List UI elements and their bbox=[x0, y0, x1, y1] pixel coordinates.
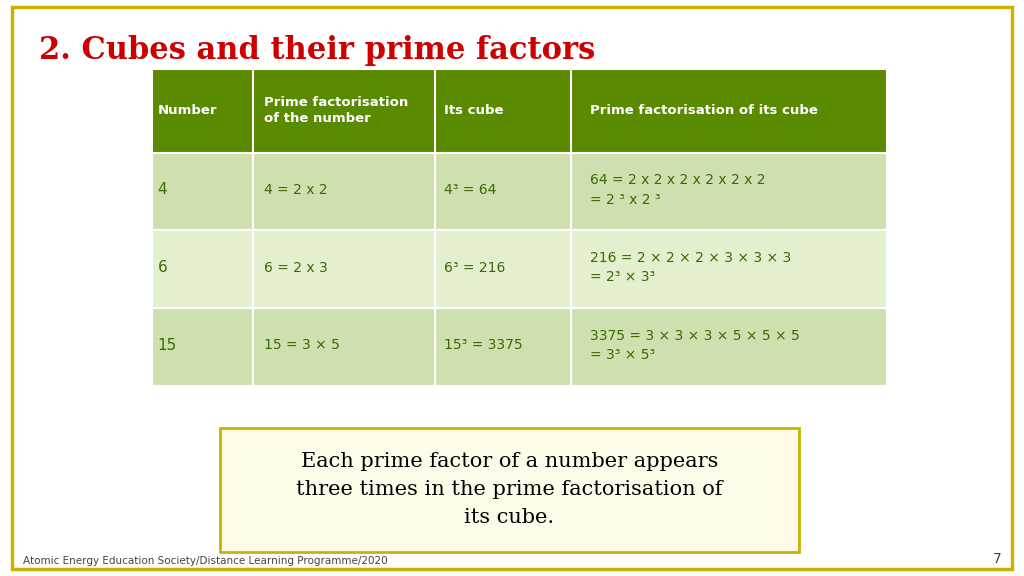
Text: Its cube: Its cube bbox=[443, 104, 503, 118]
FancyBboxPatch shape bbox=[253, 69, 435, 153]
Text: 216 = 2 × 2 × 2 × 3 × 3 × 3
= 2³ × 3³: 216 = 2 × 2 × 2 × 3 × 3 × 3 = 2³ × 3³ bbox=[590, 251, 792, 285]
FancyBboxPatch shape bbox=[152, 308, 253, 386]
Text: Prime factorisation
of the number: Prime factorisation of the number bbox=[264, 96, 409, 126]
FancyBboxPatch shape bbox=[571, 230, 887, 308]
Text: Number: Number bbox=[158, 104, 217, 118]
Text: 4 = 2 x 2: 4 = 2 x 2 bbox=[264, 183, 328, 197]
Text: 15: 15 bbox=[158, 338, 177, 353]
FancyBboxPatch shape bbox=[253, 230, 435, 308]
FancyBboxPatch shape bbox=[253, 308, 435, 386]
FancyBboxPatch shape bbox=[220, 428, 799, 552]
Text: 15³ = 3375: 15³ = 3375 bbox=[443, 339, 522, 353]
FancyBboxPatch shape bbox=[571, 69, 887, 153]
FancyBboxPatch shape bbox=[571, 153, 887, 230]
FancyBboxPatch shape bbox=[571, 308, 887, 386]
FancyBboxPatch shape bbox=[152, 153, 253, 230]
FancyBboxPatch shape bbox=[152, 230, 253, 308]
Text: 6 = 2 x 3: 6 = 2 x 3 bbox=[264, 261, 328, 275]
Text: 4³ = 64: 4³ = 64 bbox=[443, 183, 496, 197]
Text: 4: 4 bbox=[158, 183, 167, 198]
FancyBboxPatch shape bbox=[435, 230, 571, 308]
Text: Atomic Energy Education Society/Distance Learning Programme/2020: Atomic Energy Education Society/Distance… bbox=[23, 556, 387, 566]
FancyBboxPatch shape bbox=[435, 308, 571, 386]
Text: Each prime factor of a number appears
three times in the prime factorisation of
: Each prime factor of a number appears th… bbox=[296, 452, 723, 528]
Text: 6: 6 bbox=[158, 260, 167, 275]
Text: 6³ = 216: 6³ = 216 bbox=[443, 261, 505, 275]
FancyBboxPatch shape bbox=[152, 69, 253, 153]
Text: 15 = 3 × 5: 15 = 3 × 5 bbox=[264, 339, 340, 353]
FancyBboxPatch shape bbox=[435, 69, 571, 153]
Text: 2. Cubes and their prime factors: 2. Cubes and their prime factors bbox=[39, 35, 595, 66]
FancyBboxPatch shape bbox=[253, 153, 435, 230]
Text: 3375 = 3 × 3 × 3 × 5 × 5 × 5
= 3³ × 5³: 3375 = 3 × 3 × 3 × 5 × 5 × 5 = 3³ × 5³ bbox=[590, 329, 800, 362]
Text: 64 = 2 x 2 x 2 x 2 x 2 x 2
= 2 ³ x 2 ³: 64 = 2 x 2 x 2 x 2 x 2 x 2 = 2 ³ x 2 ³ bbox=[590, 173, 766, 207]
Text: 7: 7 bbox=[992, 552, 1001, 566]
FancyBboxPatch shape bbox=[435, 153, 571, 230]
Text: Prime factorisation of its cube: Prime factorisation of its cube bbox=[590, 104, 818, 118]
